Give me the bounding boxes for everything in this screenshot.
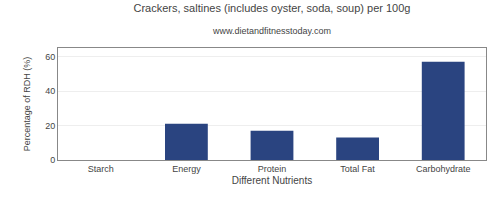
svg-text:20: 20 xyxy=(45,121,55,131)
svg-text:40: 40 xyxy=(45,86,55,96)
svg-text:Carbohydrate: Carbohydrate xyxy=(416,164,471,174)
svg-text:Different Nutrients: Different Nutrients xyxy=(232,175,312,186)
svg-text:Total Fat: Total Fat xyxy=(340,164,375,174)
svg-text:Energy: Energy xyxy=(172,164,201,174)
svg-text:www.dietandfitnesstoday.com: www.dietandfitnesstoday.com xyxy=(212,26,331,36)
svg-text:0: 0 xyxy=(50,155,55,165)
svg-text:Percentage of RDH (%): Percentage of RDH (%) xyxy=(22,57,32,152)
svg-text:Crackers, saltines (includes o: Crackers, saltines (includes oyster, sod… xyxy=(134,2,411,14)
svg-text:Protein: Protein xyxy=(258,164,287,174)
svg-text:Starch: Starch xyxy=(88,164,114,174)
svg-text:60: 60 xyxy=(45,52,55,62)
